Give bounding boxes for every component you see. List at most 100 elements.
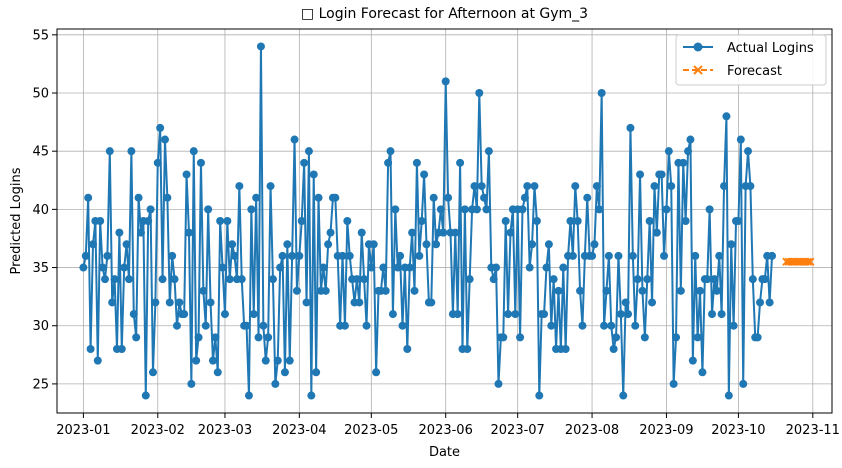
actual-logins-point <box>151 298 160 307</box>
actual-logins-point <box>367 263 376 272</box>
actual-logins-point <box>516 333 525 342</box>
actual-logins-point <box>115 228 124 237</box>
x-tick-label: 2023-10 <box>711 423 765 438</box>
actual-logins-point <box>408 228 417 237</box>
actual-logins-point <box>386 147 395 156</box>
actual-logins-point <box>480 193 489 202</box>
actual-logins-point <box>571 182 580 191</box>
legend-actual-label: Actual Logins <box>727 41 814 56</box>
actual-logins-point <box>506 228 515 237</box>
actual-logins-point <box>340 321 349 330</box>
actual-logins-point <box>136 228 145 237</box>
actual-logins-point <box>156 123 165 132</box>
actual-logins-point <box>417 217 426 225</box>
actual-logins-point <box>321 286 330 295</box>
actual-logins-point <box>153 158 162 167</box>
actual-logins-point <box>475 89 484 97</box>
actual-logins-point <box>192 356 201 365</box>
actual-logins-point <box>672 333 681 342</box>
actual-logins-point <box>84 193 93 202</box>
actual-logins-point <box>626 123 635 132</box>
actual-logins-point <box>278 251 287 260</box>
x-tick-label: 2023-11 <box>786 423 840 438</box>
actual-logins-point <box>645 217 654 225</box>
actual-logins-point <box>588 251 597 260</box>
actual-logins-point <box>686 135 695 144</box>
actual-logins-point <box>607 321 616 330</box>
actual-logins-point <box>396 251 405 260</box>
actual-logins-point <box>616 310 625 319</box>
actual-logins-point <box>753 333 762 342</box>
actual-logins-point <box>636 170 645 179</box>
actual-logins-point <box>196 158 205 167</box>
actual-logins-point <box>172 321 181 330</box>
actual-logins-point <box>124 275 133 284</box>
actual-logins-point <box>436 205 445 214</box>
actual-logins-point <box>628 251 637 260</box>
actual-logins-point <box>79 263 88 272</box>
actual-logins-point <box>679 158 688 167</box>
actual-logins-point <box>484 147 493 156</box>
actual-logins-point <box>518 205 527 214</box>
actual-logins-point <box>662 205 671 214</box>
actual-logins-point <box>261 356 270 365</box>
actual-logins-point <box>225 275 234 284</box>
actual-logins-point <box>477 182 486 191</box>
actual-logins-point <box>429 193 438 202</box>
actual-logins-point <box>643 275 652 284</box>
actual-logins-point <box>633 275 642 284</box>
actual-logins-point <box>600 321 609 330</box>
actual-logins-point <box>561 345 570 353</box>
actual-logins-point <box>369 240 378 249</box>
actual-logins-point <box>631 321 640 330</box>
actual-logins-point <box>698 368 707 377</box>
actual-logins-point <box>664 147 673 156</box>
actual-logins-point <box>96 217 105 225</box>
actual-logins-point <box>612 333 621 342</box>
actual-logins-point <box>535 391 544 400</box>
actual-logins-point <box>398 321 407 330</box>
actual-logins-point <box>129 310 138 319</box>
actual-logins-point <box>712 286 721 295</box>
actual-logins-point <box>81 251 90 260</box>
actual-logins-point <box>492 263 501 272</box>
actual-logins-point <box>304 147 313 156</box>
actual-logins-point <box>254 333 263 342</box>
actual-logins-point <box>206 298 215 307</box>
actual-logins-point <box>578 321 587 330</box>
actual-logins-point <box>285 356 294 365</box>
actual-logins-point <box>324 240 333 249</box>
actual-logins-point <box>744 147 753 156</box>
actual-logins-point <box>540 310 549 319</box>
actual-logins-point <box>170 275 179 284</box>
actual-logins-point <box>379 263 388 272</box>
actual-logins-point <box>105 147 114 156</box>
actual-logins-point <box>453 310 462 319</box>
actual-logins-point <box>760 275 769 284</box>
actual-logins-point <box>710 275 719 284</box>
actual-logins-point <box>768 251 777 260</box>
actual-logins-point <box>660 251 669 260</box>
actual-logins-point <box>338 251 347 260</box>
actual-logins-point <box>523 182 532 191</box>
actual-logins-point <box>309 170 318 179</box>
actual-logins-point <box>300 158 309 167</box>
actual-logins-point <box>357 228 366 237</box>
actual-logins-point <box>146 205 155 214</box>
actual-logins-point <box>619 391 628 400</box>
actual-logins-point <box>259 321 268 330</box>
actual-logins-point <box>252 193 261 202</box>
actual-logins-point <box>242 321 251 330</box>
actual-logins-point <box>312 368 321 377</box>
actual-logins-point <box>86 345 95 353</box>
actual-logins-point <box>110 275 119 284</box>
actual-logins-point <box>230 251 239 260</box>
actual-logins-point <box>228 240 237 249</box>
axis-ticks: 2023-01 2023-02 2023-03 2023-04 2023-05 2023-… <box>32 28 840 438</box>
actual-logins-point <box>602 286 611 295</box>
actual-logins-point <box>501 217 510 225</box>
actual-logins-point <box>734 217 743 225</box>
actual-logins-point <box>542 263 551 272</box>
